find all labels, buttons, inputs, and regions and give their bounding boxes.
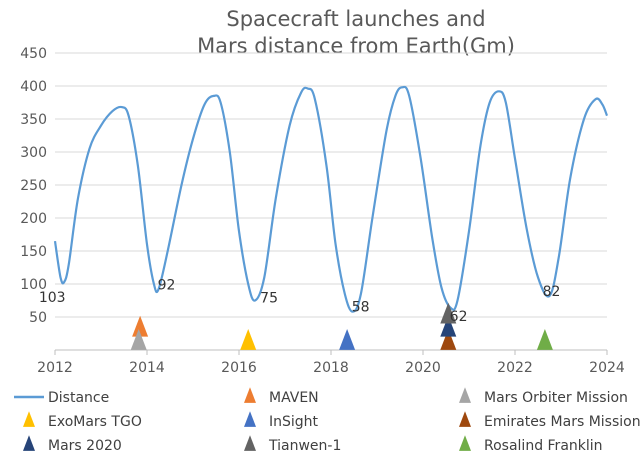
launch-marker-mars-2020: [440, 315, 457, 337]
data-label: 92: [158, 277, 176, 293]
y-tick-label: 100: [20, 277, 47, 293]
legend-label: Mars 2020: [48, 438, 122, 454]
legend-triangle-swatch: [459, 387, 471, 403]
launch-marker-rosalind-franklin: [536, 329, 553, 350]
y-tick-label: 450: [20, 46, 47, 62]
legend-item: ExoMars TGO: [23, 411, 142, 430]
chart-title-line-1: Spacecraft launches and: [226, 7, 485, 31]
distance-line-layer: [53, 85, 609, 313]
y-tick-label: 200: [20, 211, 47, 227]
legend-item: Distance: [14, 390, 109, 406]
legend-label: MAVEN: [269, 390, 319, 406]
launch-marker-exomars-tgo: [240, 329, 257, 350]
legend-triangle-swatch: [244, 411, 256, 427]
launch-markers: [130, 302, 553, 350]
x-tick-label: 2024: [589, 360, 625, 376]
x-tick-label: 2018: [313, 360, 349, 376]
chart-title-line-2: Mars distance from Earth(Gm): [197, 34, 515, 58]
legend-item: InSight: [244, 411, 319, 430]
data-label: 75: [260, 291, 278, 307]
y-tick-label: 150: [20, 244, 47, 260]
y-tick-label: 400: [20, 79, 47, 95]
data-label: 58: [352, 300, 370, 316]
legend-item: Mars 2020: [23, 435, 122, 454]
launch-marker-emirates-mars-mission: [440, 329, 457, 350]
legend-label: ExoMars TGO: [48, 414, 142, 430]
y-tick-label: 250: [20, 178, 47, 194]
x-tick-label: 2012: [37, 360, 73, 376]
distance-series-line: [53, 85, 609, 313]
legend-triangle-swatch: [23, 435, 35, 451]
data-label: 103: [39, 290, 66, 306]
x-tick-label: 2020: [405, 360, 441, 376]
legend-triangle-swatch: [459, 411, 471, 427]
legend-label: Mars Orbiter Mission: [484, 390, 628, 406]
launch-marker-tianwen-1: [440, 302, 457, 324]
y-tick-label: 50: [29, 310, 47, 326]
legend-item: Mars Orbiter Mission: [459, 387, 628, 406]
legend-triangle-swatch: [23, 411, 35, 427]
legend-label: Emirates Mars Mission: [484, 414, 640, 430]
x-tick-label: 2016: [221, 360, 257, 376]
legend-item: Rosalind Franklin: [459, 435, 603, 454]
data-label: 62: [450, 309, 468, 325]
legend-triangle-swatch: [244, 435, 256, 451]
legend: Distance MAVEN Mars Orbiter Mission ExoMars…: [14, 387, 640, 454]
launch-marker-mars-orbiter-mission: [130, 329, 147, 350]
launch-marker-maven: [132, 315, 149, 337]
y-tick-label: 300: [20, 145, 47, 161]
legend-item: Emirates Mars Mission: [459, 411, 640, 430]
legend-label: Tianwen-1: [268, 438, 341, 454]
legend-item: Tianwen-1: [244, 435, 341, 454]
data-labels: 103 92 75 58 62 82: [39, 277, 561, 325]
data-label: 82: [543, 284, 561, 300]
x-tick-label: 2014: [129, 360, 165, 376]
axes: 50 100 150 200 250 300 350 400 450 2012 2014 2016 20…: [20, 46, 625, 376]
legend-item: MAVEN: [244, 387, 319, 406]
legend-label: Distance: [48, 390, 109, 406]
y-tick-label: 350: [20, 112, 47, 128]
legend-triangle-swatch: [244, 387, 256, 403]
legend-label: InSight: [269, 414, 319, 430]
legend-label: Rosalind Franklin: [484, 438, 603, 454]
launch-marker-insight: [339, 329, 356, 350]
legend-triangle-swatch: [459, 435, 471, 451]
gridlines: [55, 52, 607, 318]
x-tick-label: 2022: [497, 360, 533, 376]
